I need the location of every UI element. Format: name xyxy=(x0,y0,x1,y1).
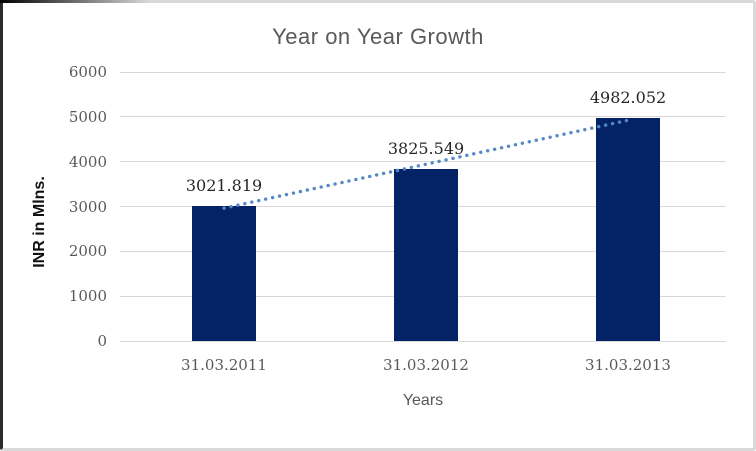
y-tick-label: 5000 xyxy=(68,107,107,126)
y-tick-label: 0 xyxy=(97,332,107,350)
gridline xyxy=(120,116,726,118)
y-tick-label: 4000 xyxy=(68,152,107,171)
y-tick-label: 2000 xyxy=(68,242,107,261)
gridline xyxy=(120,71,726,73)
y-tick-label: 1000 xyxy=(68,287,107,306)
chart-title: Year on Year Growth xyxy=(272,24,484,49)
data-label: 3021.819 xyxy=(185,175,263,195)
gridline xyxy=(120,161,726,163)
x-tick-label: 31.03.2012 xyxy=(383,356,469,374)
x-axis-title: Years xyxy=(402,392,444,409)
x-tick-label: 31.03.2013 xyxy=(585,356,671,374)
bar-31.03.2013 xyxy=(596,117,660,341)
bar-31.03.2012 xyxy=(394,169,458,341)
bar-31.03.2011 xyxy=(192,205,256,341)
data-label: 3825.549 xyxy=(387,139,465,159)
y-tick-label: 6000 xyxy=(68,63,107,81)
trendline-dotted xyxy=(222,118,630,210)
gridline xyxy=(120,340,726,342)
data-label: 4982.052 xyxy=(589,87,667,107)
y-tick-label: 3000 xyxy=(68,197,107,216)
x-tick-label: 31.03.2011 xyxy=(181,356,267,374)
